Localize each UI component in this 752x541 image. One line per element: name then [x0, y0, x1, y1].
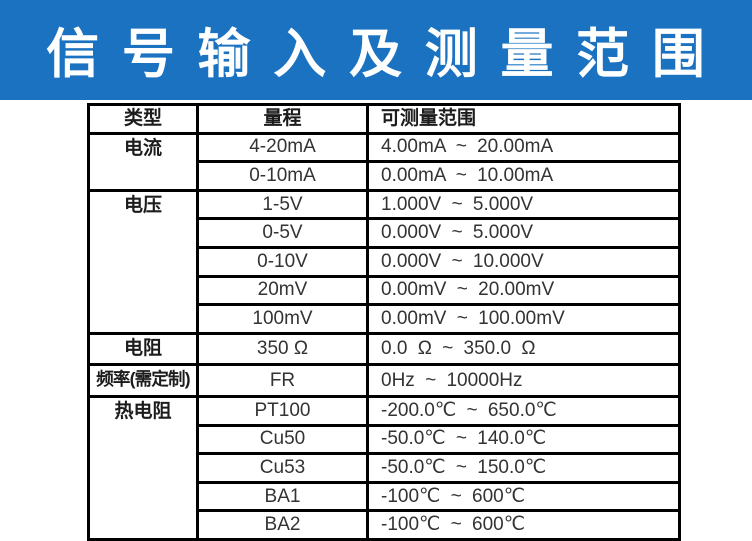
measurable-range-cell: 0.000V ~ 5.000V: [366, 217, 681, 249]
measurable-range-cell: -50.0℃ ~ 150.0℃: [366, 452, 681, 484]
table-row: BA2 -100℃ ~ 600℃: [89, 509, 681, 541]
range-cell: BA2: [196, 509, 369, 541]
measurable-range-cell: 0.000V ~ 10.000V: [366, 245, 681, 278]
title-banner: 信 号 输 入 及 测 量 范 围: [0, 0, 752, 100]
measurable-range-cell: -200.0℃ ~ 650.0℃: [366, 394, 681, 427]
range-cell: Cu50: [196, 423, 369, 456]
range-cell: FR: [196, 363, 369, 398]
signal-range-table-container: 类型 量程 可测量范围 电流 4-20mA 4.00mA ~ 20.00mA 0-10mA…: [87, 103, 681, 541]
page-title: 信 号 输 入 及 测 量 范 围: [46, 25, 706, 84]
header-row: 类型 量程 可测量范围: [87, 103, 681, 135]
table-row: 0-10mA 0.00mA ~ 10.00mA: [89, 160, 681, 192]
range-cell: 4-20mA: [196, 131, 369, 164]
range-cell: 0-10V: [196, 245, 369, 278]
range-cell: BA1: [196, 480, 369, 513]
range-cell: Cu53: [196, 452, 369, 484]
measurable-range-cell: -100℃ ~ 600℃: [366, 509, 681, 541]
measurable-range-cell: 0.00mA ~ 10.00mA: [366, 160, 681, 192]
column-header: 量程: [196, 103, 369, 135]
table-row: BA1 -100℃ ~ 600℃: [89, 480, 681, 513]
table-row: 0-10V 0.000V ~ 10.000V: [89, 245, 681, 278]
table-row: 电流 4-20mA 4.00mA ~ 20.00mA: [87, 131, 681, 192]
column-header: 可测量范围: [366, 103, 681, 135]
type-cell: 频率(需定制): [87, 363, 199, 398]
range-cell: 100mV: [196, 303, 369, 335]
measurable-range-cell: 4.00mA ~ 20.00mA: [366, 131, 681, 164]
type-cell: 电压: [87, 188, 199, 335]
range-cell: PT100: [196, 394, 369, 427]
column-header: 类型: [87, 103, 199, 135]
table-row: 电阻 350 Ω 0.0 Ω ~ 350.0 Ω: [87, 331, 681, 367]
measurable-range-cell: 1.000V ~ 5.000V: [366, 188, 681, 221]
type-cell: 热电阻: [87, 394, 199, 541]
range-cell: 20mV: [196, 274, 369, 307]
table-row: 100mV 0.00mV ~ 100.00mV: [89, 303, 681, 335]
measurable-range-cell: -100℃ ~ 600℃: [366, 480, 681, 513]
table-row: 频率(需定制) FR 0Hz ~ 10000Hz: [87, 363, 681, 398]
range-cell: 0-10mA: [196, 160, 369, 192]
measurable-range-cell: 0.00mV ~ 20.00mV: [366, 274, 681, 307]
type-cell: 电流: [87, 131, 199, 192]
range-cell: 350 Ω: [196, 331, 369, 367]
table-row: 电压 1-5V 1.000V ~ 5.000V: [87, 188, 681, 335]
measurable-range-cell: 0.0 Ω ~ 350.0 Ω: [366, 331, 681, 367]
table-row: 20mV 0.00mV ~ 20.00mV: [89, 274, 681, 307]
table-row: 0-5V 0.000V ~ 5.000V: [89, 217, 681, 249]
range-cell: 1-5V: [196, 188, 369, 221]
table-row: 热电阻 PT100 -200.0℃ ~ 650.0℃: [87, 394, 681, 541]
range-cell: 0-5V: [196, 217, 369, 249]
measurable-range-cell: 0.00mV ~ 100.00mV: [366, 303, 681, 335]
measurable-range-cell: -50.0℃ ~ 140.0℃: [366, 423, 681, 456]
table-row: Cu50 -50.0℃ ~ 140.0℃: [89, 423, 681, 456]
type-cell: 电阻: [87, 331, 199, 367]
signal-range-table: 类型 量程 可测量范围 电流 4-20mA 4.00mA ~ 20.00mA 0-10mA…: [87, 103, 681, 541]
measurable-range-cell: 0Hz ~ 10000Hz: [366, 363, 681, 398]
table-row: Cu53 -50.0℃ ~ 150.0℃: [89, 452, 681, 484]
